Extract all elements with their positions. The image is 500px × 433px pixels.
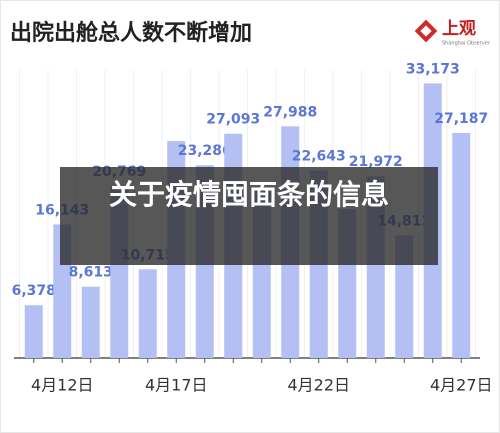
logo-subtitle: Shanghai Observer: [442, 41, 491, 47]
chart-title: 出院出舱总人数不断增加: [10, 20, 252, 46]
value-label: 22,643: [292, 149, 346, 165]
value-label: 27,093: [206, 112, 260, 128]
x-tick-label: 4月22日: [287, 376, 350, 395]
value-label: 8,613: [69, 265, 113, 281]
x-tick-label: 4月12日: [31, 376, 94, 395]
bar: [81, 286, 100, 358]
logo-name: 上观: [442, 19, 476, 39]
x-tick-label: 4月17日: [145, 376, 208, 395]
bar: [24, 305, 43, 358]
bar: [395, 235, 414, 358]
banner: 关于疫情囤面条的信息: [60, 167, 438, 265]
bar: [452, 132, 471, 358]
value-label: 27,988: [263, 104, 317, 120]
value-label: 33,173: [406, 61, 460, 77]
value-label: 27,187: [434, 111, 488, 127]
value-label: 23,286: [178, 143, 232, 159]
value-label: 21,972: [349, 154, 403, 170]
bar: [138, 269, 157, 358]
x-tick-label: 4月27日: [430, 376, 493, 395]
value-label: 6,378: [12, 283, 56, 299]
